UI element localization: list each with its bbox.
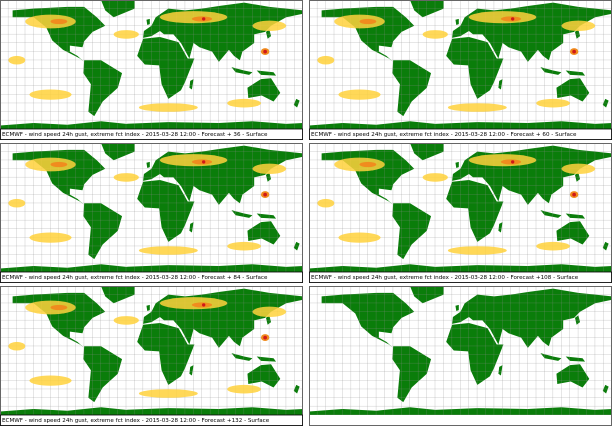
panel-caption: ECMWF - wind speed 24h gust, extreme fct… (2, 418, 270, 424)
map-panel: ECMWF - wind speed 24h gust, extreme fct… (0, 286, 303, 426)
map-panel: ECMWF - wind speed 24h gust, extreme fct… (0, 143, 303, 283)
caption-bar (0, 271, 303, 283)
panel-caption: ECMWF - wind speed 24h gust, extreme fct… (311, 275, 579, 281)
panel-caption: ECMWF - wind speed 24h gust, extreme fct… (311, 132, 577, 138)
panel-caption: ECMWF - wind speed 24h gust, extreme fct… (2, 132, 268, 138)
map-panel: ECMWF - wind speed 24h gust, extreme fct… (309, 143, 612, 283)
map-panel (309, 286, 612, 426)
panel-caption: ECMWF - wind speed 24h gust, extreme fct… (2, 275, 268, 281)
caption-bar (0, 128, 303, 140)
map-panel: ECMWF - wind speed 24h gust, extreme fct… (0, 0, 303, 140)
world-map (309, 286, 612, 415)
map-panel: ECMWF - wind speed 24h gust, extreme fct… (309, 0, 612, 140)
